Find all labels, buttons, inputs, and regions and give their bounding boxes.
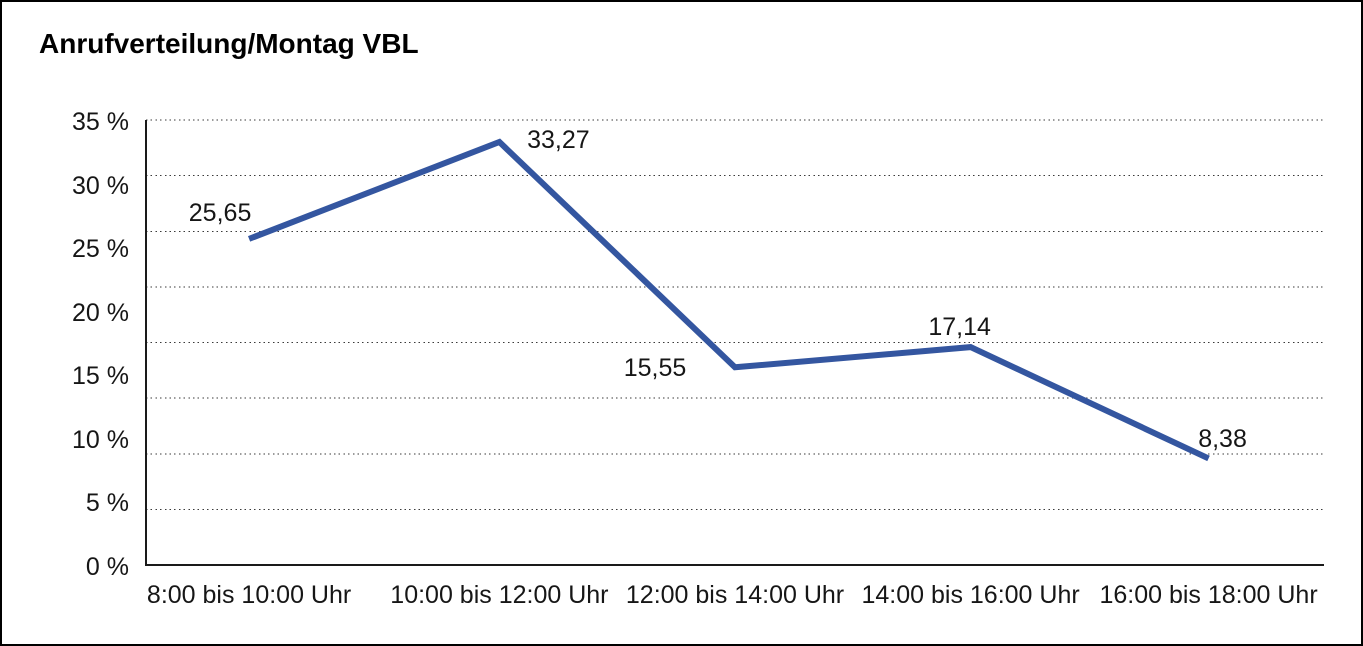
data-line xyxy=(247,138,1210,462)
x-axis-category-label: 8:00 bis 10:00 Uhr xyxy=(146,581,352,609)
data-point-label: 33,27 xyxy=(527,125,590,154)
y-axis-tick-label: 0 % xyxy=(85,553,129,581)
y-axis-tick-label: 30 % xyxy=(72,171,129,200)
x-axis-category-label: 16:00 bis 18:00 Uhr xyxy=(1099,581,1318,609)
data-point-label: 8,38 xyxy=(1198,425,1247,454)
x-axis-category-label: 10:00 bis 12:00 Uhr xyxy=(390,581,609,609)
y-axis-tick-label: 5 % xyxy=(85,489,129,518)
y-axis-tick-label: 25 % xyxy=(72,235,129,264)
chart-title: Anrufverteilung/Montag VBL xyxy=(39,28,419,59)
data-point-label: 15,55 xyxy=(623,354,687,383)
data-point-label: 17,14 xyxy=(928,313,991,342)
x-axis-category-label: 14:00 bis 16:00 Uhr xyxy=(861,581,1080,609)
axis-lines xyxy=(145,120,1324,566)
y-axis-tick-label: 20 % xyxy=(72,298,129,327)
data-point-label: 25,65 xyxy=(188,198,252,227)
y-axis-tick-label: 35 % xyxy=(72,108,129,136)
x-axis-category-label: 12:00 bis 14:00 Uhr xyxy=(625,581,845,609)
y-axis-tick-label: 15 % xyxy=(72,362,129,391)
y-axis-tick-label: 10 % xyxy=(72,425,129,454)
